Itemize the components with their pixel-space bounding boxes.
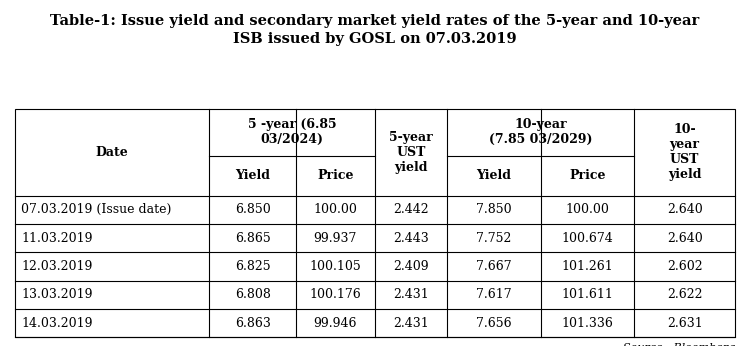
Text: 2.442: 2.442 [393,203,429,217]
Text: 10-year
(7.85 03/2029): 10-year (7.85 03/2029) [489,118,592,146]
Text: 6.808: 6.808 [235,288,271,301]
Text: Price: Price [569,169,606,182]
Text: 101.336: 101.336 [562,317,614,330]
Text: 101.611: 101.611 [562,288,614,301]
Text: 07.03.2019 (Issue date): 07.03.2019 (Issue date) [21,203,171,217]
Text: 2.640: 2.640 [667,232,703,245]
Text: 7.617: 7.617 [476,288,512,301]
Text: 10-
year
UST
yield: 10- year UST yield [668,124,701,181]
Text: 13.03.2019: 13.03.2019 [21,288,92,301]
Text: Yield: Yield [235,169,270,182]
Text: 2.640: 2.640 [667,203,703,217]
Text: 7.667: 7.667 [476,260,512,273]
Text: 100.00: 100.00 [314,203,357,217]
Text: 2.622: 2.622 [667,288,702,301]
Text: 7.656: 7.656 [476,317,512,330]
Bar [15,109,735,337]
Text: 100.674: 100.674 [562,232,614,245]
Text: 6.850: 6.850 [235,203,271,217]
Text: 2.631: 2.631 [667,317,703,330]
Text: 100.105: 100.105 [310,260,362,273]
Text: Source - Bloomberg: Source - Bloomberg [622,343,735,346]
Text: 6.865: 6.865 [235,232,271,245]
Text: 99.937: 99.937 [314,232,357,245]
Text: Table-1: Issue yield and secondary market yield rates of the 5-year and 10-year
: Table-1: Issue yield and secondary marke… [50,14,700,46]
Text: 2.409: 2.409 [393,260,429,273]
Text: 2.443: 2.443 [393,232,429,245]
Text: 7.850: 7.850 [476,203,512,217]
Text: 2.431: 2.431 [393,288,429,301]
Text: 6.863: 6.863 [235,317,271,330]
Text: 14.03.2019: 14.03.2019 [21,317,92,330]
Text: 100.00: 100.00 [566,203,609,217]
Text: Yield: Yield [476,169,512,182]
Text: 5-year
UST
yield: 5-year UST yield [389,131,433,174]
Text: Date: Date [96,146,128,159]
Text: 5 -year (6.85
03/2024): 5 -year (6.85 03/2024) [248,118,337,146]
Text: 11.03.2019: 11.03.2019 [21,232,92,245]
Text: 99.946: 99.946 [314,317,357,330]
Text: 12.03.2019: 12.03.2019 [21,260,92,273]
Text: 2.602: 2.602 [667,260,703,273]
Text: 2.431: 2.431 [393,317,429,330]
Text: 7.752: 7.752 [476,232,512,245]
Text: Price: Price [317,169,354,182]
Text: 100.176: 100.176 [310,288,362,301]
Text: 6.825: 6.825 [235,260,271,273]
Text: 101.261: 101.261 [562,260,614,273]
